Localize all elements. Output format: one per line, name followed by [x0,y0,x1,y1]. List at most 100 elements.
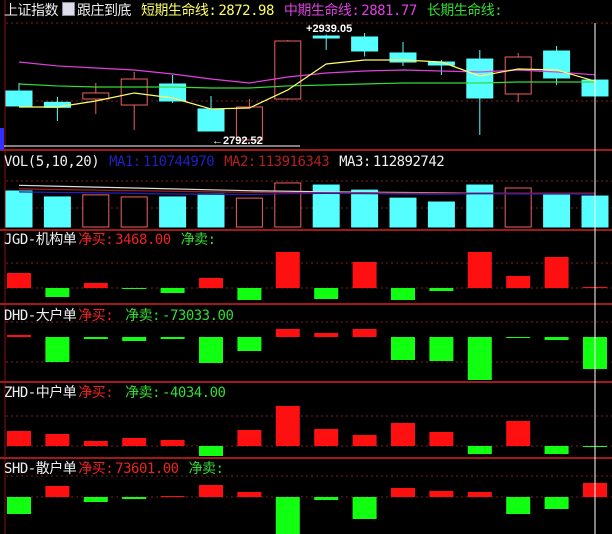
jgd-buy-value: 3468.00 [115,232,171,248]
low-price-label: ←2792.52 [212,135,263,147]
zhd-bar [7,431,31,446]
dhd-title: DHD-大户单 [4,308,77,324]
low-price-value: 2792.52 [223,135,263,147]
jgd-bar [7,273,31,288]
candle-down [197,108,225,132]
candle-down [543,50,571,79]
zhd-panel-header: ZHD-中户单 净买: 净卖: -4034.00 [4,385,227,401]
jgd-bar [352,262,377,288]
long-line-label: 长期生命线: [426,3,503,19]
dhd-bar [352,329,377,337]
dhd-bar [160,337,185,339]
jgd-bar [544,257,569,288]
candle-down [351,36,379,52]
shd-bar [429,491,454,497]
volume-bar [427,201,455,228]
candle-up [82,92,110,100]
shd-bar [199,485,223,497]
jgd-bar [199,278,223,288]
jgd-bar [314,288,339,299]
jgd-bar [275,252,300,288]
vol-ma1-label: MA1: [109,154,141,170]
volume-bar [235,197,263,228]
shd-bar [160,496,185,497]
jgd-buy-label: 净买: [78,232,114,248]
long-life-line [18,81,595,89]
jgd-bar [83,283,108,288]
axis-scale-marker [0,128,4,150]
dhd-bar [506,337,531,338]
indicator-name[interactable]: 跟庄到底 [77,3,132,19]
dhd-bar [237,337,262,351]
jgd-bar [506,276,531,288]
candle-down [312,35,340,39]
zhd-bar [122,438,147,446]
dhd-bar [314,333,339,337]
vol-ma1-value: 110744970 [142,154,215,170]
shd-bar [467,492,492,497]
high-price-value: 2939.05 [312,23,353,35]
dhd-bar [122,337,147,341]
zhd-bar [429,432,454,446]
formula-icon[interactable] [62,2,75,16]
zhd-bar [199,446,223,456]
zhd-bar [314,429,339,446]
high-price-label: +2939.05 [306,23,353,35]
volume-bar [351,189,379,228]
volume-bar [120,196,148,228]
shd-bar [122,497,147,499]
volume-bar [159,196,187,228]
mid-life-line [18,61,596,84]
zhd-sell-value: -4034.00 [162,385,226,401]
mid-line-label: 中期生命线: [283,3,360,19]
candle-up [235,106,263,141]
shd-buy-value: 73601.00 [115,461,179,477]
jgd-title: JGD-机构单 [4,232,77,248]
vol-ma1-line [18,191,596,196]
zhd-buy-label: 净买: [78,385,114,401]
volume-bar [274,182,302,228]
shd-bar [544,497,569,509]
candle-down [5,90,33,107]
volume-bar [543,192,571,228]
index-name: 上证指数 [4,3,59,19]
dhd-bar [7,335,31,337]
dhd-bar [83,337,108,339]
volume-panel-header: VOL(5,10,20) MA1: 110744970 MA2: 113916343… [4,154,446,170]
dhd-bar [199,337,223,363]
zhd-bar [544,446,569,454]
zhd-bar [160,440,185,446]
candle-down [466,58,494,99]
shd-buy-label: 净买: [78,461,114,477]
candle-down [389,52,417,63]
candle-up [504,56,532,95]
short-life-line [19,59,596,110]
candle-up [120,78,148,106]
dhd-sell-value: -73033.00 [162,308,234,324]
jgd-sell-label: 净卖: [180,232,216,248]
jgd-bar [391,288,415,300]
jgd-bar [160,288,185,293]
shd-sell-label: 净卖: [188,461,224,477]
zhd-bar [237,430,262,446]
shd-bar [7,497,31,514]
volume-bar [466,184,494,228]
zhd-bar [45,434,70,446]
zhd-bar [352,435,377,446]
shd-bar [314,497,339,500]
dhd-bar [467,337,492,380]
dhd-bar [544,337,569,340]
zhd-bar [467,446,492,454]
shd-bar [391,488,415,497]
jgd-bar [429,288,454,291]
zhd-bar [275,406,300,446]
zhd-bar [506,421,531,446]
dhd-bar [45,337,70,362]
vol-ma3-value: 112892742 [372,154,445,170]
dhd-sell-label: 净卖: [125,308,161,324]
dhd-bar [391,337,415,360]
short-line-label: 短期生命线: [140,3,217,19]
zhd-title: ZHD-中户单 [4,385,77,401]
